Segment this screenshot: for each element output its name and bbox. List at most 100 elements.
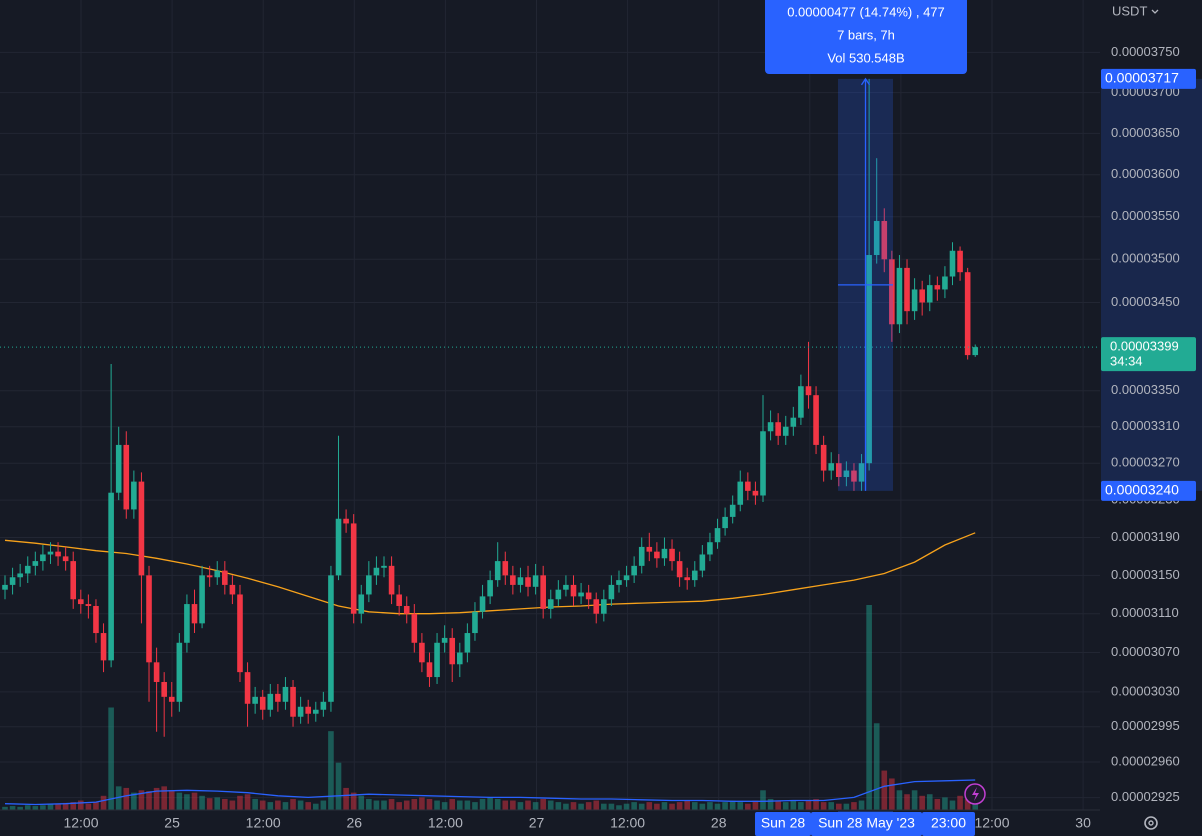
volume-bar [85, 803, 92, 810]
candle-body [760, 431, 766, 496]
candle-body [813, 395, 819, 445]
candle-body [676, 561, 683, 578]
volume-bar [206, 798, 213, 810]
candle-body [585, 592, 592, 600]
volume-bar [267, 802, 274, 810]
candle-body [62, 556, 69, 562]
candle-body [168, 696, 175, 702]
volume-bar [790, 800, 797, 810]
volume-bar [40, 805, 46, 810]
volume-bar [426, 798, 433, 810]
candle-body [297, 706, 304, 717]
alert-icon[interactable] [964, 783, 986, 805]
volume-bar [691, 802, 698, 810]
candle-body [411, 613, 418, 643]
volume-bar [275, 800, 281, 810]
volume-bar [17, 806, 23, 810]
volume-bar [290, 798, 296, 810]
candle-body [426, 662, 433, 678]
candle-body [904, 267, 910, 312]
volume-bar [252, 798, 258, 810]
candle-body [434, 642, 440, 678]
volume-bar [843, 803, 850, 810]
candle-body [115, 444, 122, 493]
volume-bar [487, 797, 493, 810]
volume-bar [502, 800, 509, 810]
volume-ma-line [4, 779, 976, 806]
volume-bar [32, 806, 39, 810]
x-tick-label: 30 [1075, 815, 1091, 831]
candle-body [93, 605, 99, 634]
candle-body [510, 575, 516, 585]
alert-bolt[interactable] [972, 787, 979, 801]
settings-icon[interactable] [1144, 816, 1158, 830]
volume-bar [972, 803, 979, 810]
volume-bar [661, 802, 668, 810]
volume-bar [547, 800, 554, 810]
candle-body [191, 604, 198, 624]
volume-bar [926, 794, 933, 810]
candle-body [9, 577, 16, 585]
candle-body [896, 267, 903, 325]
currency-chevron[interactable] [1151, 9, 1159, 14]
volume-bar [745, 803, 751, 810]
measure-box [765, 0, 967, 74]
candle-body [388, 565, 395, 595]
candle-body [805, 386, 812, 396]
candle-body [403, 605, 410, 614]
x-tick-label: 12:00 [428, 815, 463, 831]
volume-bar [153, 787, 160, 810]
volume-bar [108, 707, 114, 810]
candle-body [282, 686, 289, 702]
y-tick-label: 0.00003270 [1111, 455, 1180, 470]
volume-bar [517, 802, 524, 810]
candle-body [457, 652, 463, 665]
currency-label[interactable]: USDT [1112, 3, 1147, 18]
candle-body [138, 481, 145, 576]
time-badge [811, 812, 922, 836]
time-badge-label: Sun 28 May '23 [818, 815, 915, 831]
measure-volume: Vol 530.548B [827, 50, 904, 65]
volume-bar [934, 798, 941, 810]
candle-body [494, 561, 501, 581]
volume-bar [616, 805, 622, 810]
x-tick-label: 28 [711, 815, 727, 831]
gear-outer[interactable] [1144, 816, 1158, 830]
candle-body [873, 220, 880, 256]
volume-bar [949, 800, 956, 810]
volume-bar [320, 800, 327, 810]
candle-body [532, 575, 539, 587]
time-badge [755, 812, 811, 836]
volume-bar [646, 802, 653, 810]
candle-body [328, 575, 334, 702]
ma-line [4, 532, 976, 615]
candle-body [911, 289, 918, 312]
candle-body [570, 584, 577, 597]
candle-body [836, 463, 842, 477]
volume-bar [123, 787, 130, 810]
y-tick-label: 0.00003310 [1111, 418, 1180, 433]
axes: 0.000037500.000037000.000036500.00003600… [63, 44, 1196, 836]
candle-body [267, 693, 274, 710]
candle-body [153, 662, 160, 682]
volume-bar [578, 803, 584, 810]
volume-bar [24, 805, 31, 810]
y-tick-label: 0.00003030 [1111, 683, 1180, 698]
volume-bar [851, 802, 857, 810]
volume-bar [608, 803, 615, 810]
candle-body [419, 642, 425, 663]
x-tick-label: 12:00 [610, 815, 645, 831]
gear-inner[interactable] [1148, 820, 1154, 826]
candle-body [926, 285, 933, 303]
volume-bar [775, 800, 781, 810]
volume-bar [911, 790, 918, 810]
volume-bar [214, 797, 221, 810]
volume-bar [752, 800, 759, 810]
volume-bar [259, 800, 266, 810]
candle-body [593, 599, 600, 614]
volume-bar [623, 803, 630, 810]
candle-body [441, 637, 448, 643]
volume-bar [381, 800, 387, 810]
volume-pane [2, 605, 979, 810]
